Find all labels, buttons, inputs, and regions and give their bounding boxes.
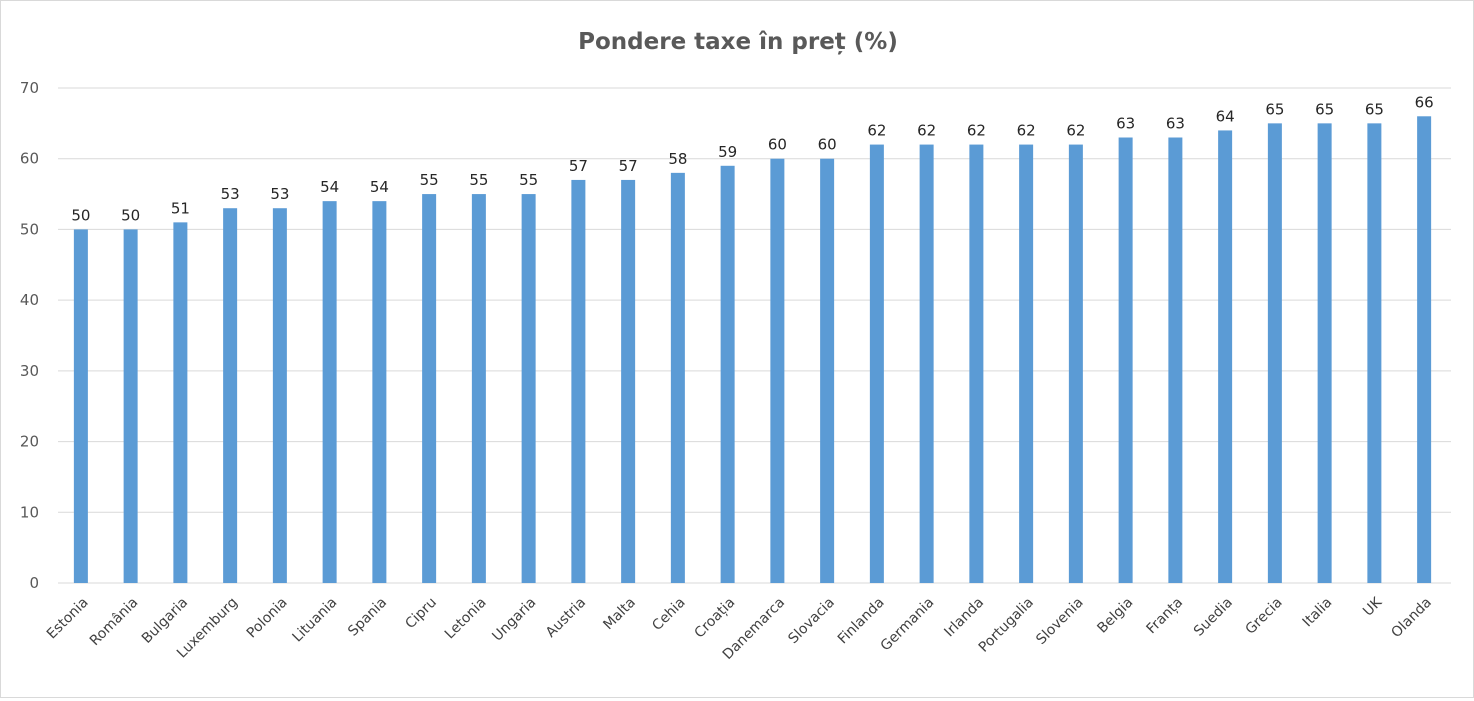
y-tick-label: 10 [20,503,39,521]
data-label: 60 [768,136,787,154]
bar [1218,130,1233,583]
data-label: 64 [1216,107,1235,125]
y-tick-label: 30 [20,362,39,380]
data-label: 55 [519,171,538,189]
x-tick-label: Slovenia [1033,595,1086,648]
data-label: 60 [818,136,837,154]
data-label: 53 [270,185,289,203]
data-label: 50 [71,206,90,224]
bar [720,165,735,584]
x-tick-label: UK [1360,594,1386,620]
x-tick-label: Germania [878,595,938,655]
bars [73,116,1432,584]
x-tick-label: Cehia [649,595,688,634]
bar [223,208,238,583]
y-tick-label: 70 [20,79,39,97]
bar [322,201,337,583]
data-label: 65 [1265,100,1284,118]
x-tick-label: Slovacia [785,595,838,648]
data-label: 57 [619,157,638,175]
data-label: 63 [1116,115,1135,133]
data-labels: 50 50 51 53 53 54 54 55 55 55 57 57 58 59 60 60 62 62 62 62… [71,93,1433,224]
x-tick-label: Ungaria [489,595,539,645]
y-tick-label: 50 [20,220,39,238]
bar [73,229,88,583]
x-tick-label: Croația [692,595,739,642]
bar [1168,137,1183,583]
x-tick-label: Irlanda [941,595,987,641]
x-tick-label: Polonia [244,595,291,642]
bar [919,144,934,584]
y-tick-label: 20 [20,433,39,451]
data-label: 62 [967,122,986,140]
data-label: 59 [718,143,737,161]
data-label: 55 [420,171,439,189]
bar [123,229,138,583]
data-label: 62 [917,122,936,140]
bar [869,144,884,584]
x-tick-label: Malta [600,595,639,634]
bar [969,144,984,584]
bar [173,222,188,583]
bar [372,201,387,583]
data-label: 51 [171,199,190,217]
x-tick-label: Bulgaria [139,595,191,647]
bar [1068,144,1083,584]
bar [422,194,437,584]
bar [1367,123,1382,583]
data-label: 63 [1166,115,1185,133]
data-label: 57 [569,157,588,175]
gridlines [58,87,1451,584]
chart-title: Pondere taxe în preț (%) [578,29,898,55]
y-tick-label: 60 [20,150,39,168]
x-tick-label: Finlanda [835,595,888,648]
bar [1267,123,1282,583]
x-tick-label: Lituania [290,595,341,646]
y-axis: 0 10 20 30 40 50 60 70 [20,79,39,592]
bar [1118,137,1133,583]
x-tick-label: Spania [345,595,390,640]
data-label: 58 [668,150,687,168]
data-label: 66 [1415,93,1434,111]
x-tick-label: Franța [1144,595,1187,638]
data-label: 54 [370,178,389,196]
bar [820,158,835,583]
data-label: 62 [867,122,886,140]
data-label: 65 [1365,100,1384,118]
x-tick-label: Italia [1300,595,1336,631]
bar [670,172,685,583]
x-tick-label: Cipru [402,595,440,633]
x-tick-label: Austria [543,595,589,641]
data-label: 62 [1017,122,1036,140]
x-tick-label: România [87,595,142,650]
data-label: 53 [221,185,240,203]
bar [521,194,536,584]
y-tick-label: 40 [20,291,39,309]
x-tick-label: Letonia [442,595,490,643]
x-tick-label: Olanda [1388,595,1435,642]
bar [571,179,586,583]
data-label: 65 [1315,100,1334,118]
bar [272,208,287,583]
data-label: 50 [121,206,140,224]
bar [770,158,785,583]
bar [621,179,636,583]
x-tick-label: Belgia [1094,595,1136,637]
data-label: 55 [469,171,488,189]
x-tick-label: Estonia [44,595,92,643]
x-tick-label: Grecia [1243,595,1286,638]
bar [471,194,486,584]
y-tick-label: 0 [29,574,39,592]
bar [1317,123,1332,583]
bar [1019,144,1034,584]
data-label: 54 [320,178,339,196]
bar [1417,116,1432,584]
x-tick-label: Suedia [1191,595,1236,640]
data-label: 62 [1066,122,1085,140]
